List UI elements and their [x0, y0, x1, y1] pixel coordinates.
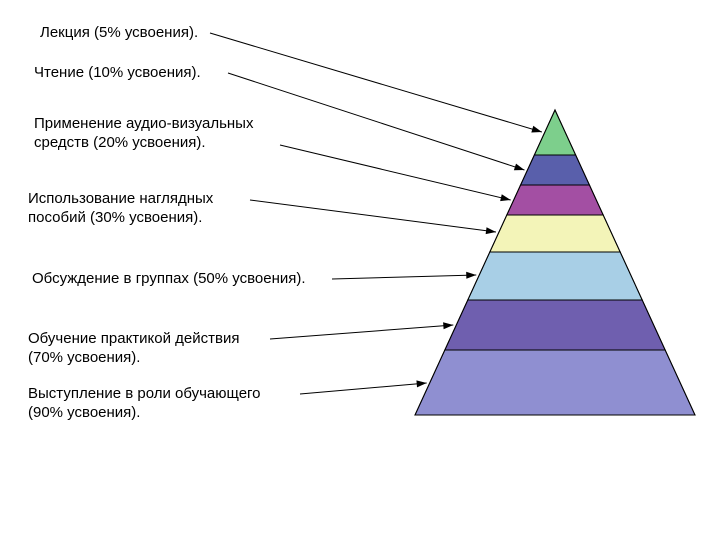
pyramid-layer-5 [445, 300, 665, 350]
label-practice: Обучение практикой действия (70% усвоени… [28, 330, 239, 368]
pyramid-layer-4 [468, 252, 642, 300]
pyramid-layer-3 [490, 215, 620, 252]
pyramid-layer-2 [507, 185, 603, 215]
pyramid-layer-0 [534, 110, 575, 155]
learning-pyramid [415, 110, 695, 415]
label-lecture: Лекция (5% усвоения). [40, 24, 198, 43]
pyramid-layer-6 [415, 350, 695, 415]
label-teaching: Выступление в роли обучающего (90% усвое… [28, 385, 261, 423]
label-discussion: Обсуждение в группах (50% усвоения). [32, 270, 306, 289]
pointer-arrows [210, 33, 542, 394]
label-audiovisual: Применение аудио-визуальных средств (20%… [34, 115, 253, 153]
pyramid-layer-1 [521, 155, 590, 185]
label-reading: Чтение (10% усвоения). [34, 64, 201, 83]
label-visualaids: Использование наглядных пособий (30% усв… [28, 190, 213, 228]
diagram-stage: Лекция (5% усвоения). Чтение (10% усвоен… [0, 0, 720, 540]
